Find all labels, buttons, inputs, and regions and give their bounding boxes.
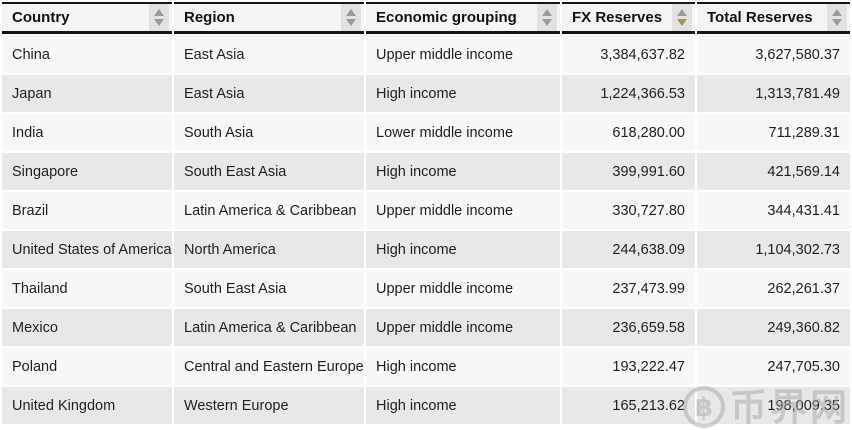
sort-arrows-icon[interactable]: [827, 4, 847, 31]
sort-up-icon: [154, 9, 164, 16]
cell-economic-grouping: High income: [366, 348, 560, 385]
cell-fx-reserves: 237,473.99: [562, 270, 695, 307]
cell-country: Thailand: [2, 270, 172, 307]
table-row: Japan East Asia High income 1,224,366.53 1,3…: [2, 75, 850, 112]
table-row: Thailand South East Asia Upper middle inco…: [2, 270, 850, 307]
cell-fx-reserves: 3,384,637.82: [562, 36, 695, 73]
cell-economic-grouping: Upper middle income: [366, 270, 560, 307]
column-header-label: Economic grouping: [376, 9, 517, 26]
cell-fx-reserves: 618,280.00: [562, 114, 695, 151]
cell-country: United Kingdom: [2, 387, 172, 424]
column-header-total-reserves[interactable]: Total Reserves: [697, 2, 850, 34]
cell-fx-reserves: 244,638.09: [562, 231, 695, 268]
column-header-fx-reserves[interactable]: FX Reserves: [562, 2, 695, 34]
cell-region: South Asia: [174, 114, 364, 151]
cell-economic-grouping: Upper middle income: [366, 309, 560, 346]
cell-country: Japan: [2, 75, 172, 112]
cell-country: Mexico: [2, 309, 172, 346]
cell-fx-reserves: 399,991.60: [562, 153, 695, 190]
cell-country: Singapore: [2, 153, 172, 190]
cell-fx-reserves: 236,659.58: [562, 309, 695, 346]
cell-fx-reserves: 193,222.47: [562, 348, 695, 385]
sort-up-icon: [832, 9, 842, 16]
cell-total-reserves: 198,009.35: [697, 387, 850, 424]
cell-fx-reserves: 165,213.62: [562, 387, 695, 424]
column-header-region[interactable]: Region: [174, 2, 364, 34]
sort-up-icon: [346, 9, 356, 16]
cell-country: India: [2, 114, 172, 151]
column-header-label: Country: [12, 9, 70, 26]
cell-total-reserves: 249,360.82: [697, 309, 850, 346]
sort-down-icon: [346, 19, 356, 26]
sort-down-icon: [542, 19, 552, 26]
cell-economic-grouping: Lower middle income: [366, 114, 560, 151]
cell-region: East Asia: [174, 75, 364, 112]
cell-fx-reserves: 330,727.80: [562, 192, 695, 229]
cell-country: China: [2, 36, 172, 73]
cell-economic-grouping: High income: [366, 153, 560, 190]
table-row: Brazil Latin America & Caribbean Upper mid…: [2, 192, 850, 229]
cell-country: Poland: [2, 348, 172, 385]
cell-fx-reserves: 1,224,366.53: [562, 75, 695, 112]
sort-arrows-icon[interactable]: [149, 4, 169, 31]
cell-country: United States of America: [2, 231, 172, 268]
cell-economic-grouping: Upper middle income: [366, 192, 560, 229]
table-row: Mexico Latin America & Caribbean Upper mid…: [2, 309, 850, 346]
cell-total-reserves: 711,289.31: [697, 114, 850, 151]
cell-region: Latin America & Caribbean: [174, 309, 364, 346]
cell-region: Western Europe: [174, 387, 364, 424]
sort-up-icon: [542, 9, 552, 16]
cell-region: Central and Eastern Europe: [174, 348, 364, 385]
column-header-country[interactable]: Country: [2, 2, 172, 34]
cell-total-reserves: 344,431.41: [697, 192, 850, 229]
cell-region: South East Asia: [174, 270, 364, 307]
cell-total-reserves: 262,261.37: [697, 270, 850, 307]
header-row: Country Region Economic grouping FX Reserve…: [2, 2, 850, 34]
cell-region: East Asia: [174, 36, 364, 73]
table-body: China East Asia Upper middle income 3,384,6…: [2, 36, 850, 424]
cell-economic-grouping: High income: [366, 231, 560, 268]
table-row: China East Asia Upper middle income 3,384,6…: [2, 36, 850, 73]
sort-arrows-icon[interactable]: [672, 4, 692, 31]
cell-total-reserves: 1,313,781.49: [697, 75, 850, 112]
sort-down-icon: [154, 19, 164, 26]
sort-down-icon: [677, 19, 687, 26]
cell-total-reserves: 247,705.30: [697, 348, 850, 385]
cell-economic-grouping: High income: [366, 387, 560, 424]
cell-total-reserves: 1,104,302.73: [697, 231, 850, 268]
cell-region: North America: [174, 231, 364, 268]
cell-total-reserves: 3,627,580.37: [697, 36, 850, 73]
cell-region: Latin America & Caribbean: [174, 192, 364, 229]
cell-economic-grouping: Upper middle income: [366, 36, 560, 73]
cell-total-reserves: 421,569.14: [697, 153, 850, 190]
cell-economic-grouping: High income: [366, 75, 560, 112]
sort-arrows-icon[interactable]: [537, 4, 557, 31]
sort-up-icon: [677, 9, 687, 16]
table-row: Singapore South East Asia High income 399,9…: [2, 153, 850, 190]
column-header-label: Total Reserves: [707, 9, 813, 26]
cell-region: South East Asia: [174, 153, 364, 190]
table-row: Poland Central and Eastern Europe High inc…: [2, 348, 850, 385]
table-row: India South Asia Lower middle income 618,28…: [2, 114, 850, 151]
cell-country: Brazil: [2, 192, 172, 229]
table-row: United Kingdom Western Europe High income 1…: [2, 387, 850, 424]
table-row: United States of America North America Hig…: [2, 231, 850, 268]
sort-arrows-icon[interactable]: [341, 4, 361, 31]
column-header-label: FX Reserves: [572, 9, 663, 26]
sort-down-icon: [832, 19, 842, 26]
column-header-economic-grouping[interactable]: Economic grouping: [366, 2, 560, 34]
column-header-label: Region: [184, 9, 235, 26]
